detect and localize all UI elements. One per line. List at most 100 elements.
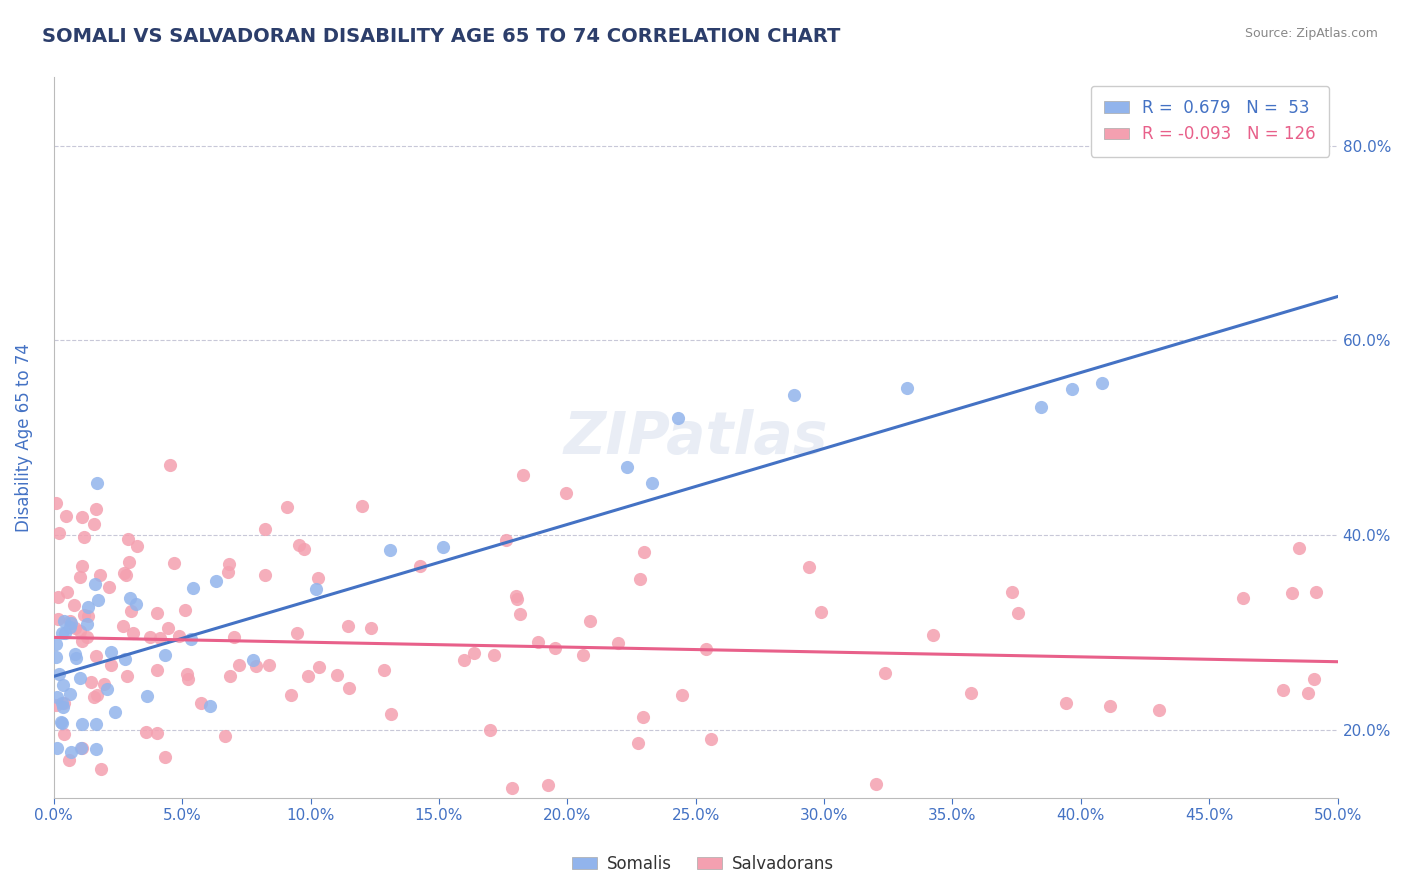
- Point: [526, 635, 548, 649]
- Point: [224, 630, 246, 644]
- Point: [607, 636, 630, 650]
- Point: [1001, 584, 1024, 599]
- Point: [506, 591, 529, 606]
- Point: [52, 678, 75, 692]
- Point: [56, 584, 79, 599]
- Point: [45, 650, 67, 665]
- Point: [70, 716, 93, 731]
- Point: [83, 517, 105, 532]
- Point: [873, 665, 896, 680]
- Point: [799, 559, 821, 574]
- Point: [616, 460, 638, 475]
- Point: [59, 745, 82, 759]
- Point: [59, 620, 82, 634]
- Point: [326, 668, 349, 682]
- Point: [125, 540, 148, 554]
- Point: [1091, 376, 1114, 390]
- Text: ZIPatlas: ZIPatlas: [564, 409, 828, 467]
- Point: [84, 717, 107, 731]
- Point: [77, 608, 100, 623]
- Point: [86, 688, 108, 702]
- Point: [69, 671, 91, 685]
- Point: [288, 538, 311, 552]
- Point: [146, 726, 169, 740]
- Point: [51, 625, 73, 640]
- Point: [478, 723, 501, 737]
- Point: [121, 626, 143, 640]
- Point: [114, 568, 136, 582]
- Point: [69, 624, 91, 639]
- Point: [959, 686, 981, 700]
- Point: [114, 652, 136, 666]
- Point: [350, 500, 373, 514]
- Point: [307, 571, 329, 585]
- Point: [219, 669, 242, 683]
- Point: [190, 696, 212, 710]
- Point: [53, 625, 76, 640]
- Point: [49, 715, 72, 730]
- Point: [70, 558, 93, 573]
- Point: [360, 621, 382, 635]
- Point: [276, 500, 298, 515]
- Point: [554, 486, 576, 500]
- Point: [214, 729, 236, 743]
- Point: [198, 699, 221, 714]
- Point: [77, 600, 100, 615]
- Point: [153, 750, 176, 764]
- Point: [181, 581, 204, 595]
- Point: [98, 580, 121, 594]
- Point: [509, 607, 531, 621]
- Point: [1031, 400, 1053, 414]
- Point: [69, 741, 91, 756]
- Point: [46, 612, 69, 626]
- Point: [700, 731, 723, 746]
- Point: [253, 568, 276, 582]
- Point: [51, 696, 73, 710]
- Point: [633, 545, 655, 559]
- Point: [671, 688, 693, 702]
- Point: [45, 740, 67, 755]
- Point: [111, 619, 134, 633]
- Point: [631, 709, 654, 723]
- Point: [167, 629, 190, 643]
- Point: [89, 567, 111, 582]
- Y-axis label: Disability Age 65 to 74: Disability Age 65 to 74: [15, 343, 32, 533]
- Text: SOMALI VS SALVADORAN DISABILITY AGE 65 TO 74 CORRELATION CHART: SOMALI VS SALVADORAN DISABILITY AGE 65 T…: [42, 27, 841, 45]
- Point: [1303, 672, 1326, 686]
- Point: [100, 658, 122, 673]
- Point: [104, 706, 127, 720]
- Point: [254, 522, 277, 536]
- Point: [336, 619, 359, 633]
- Point: [242, 653, 264, 667]
- Point: [666, 411, 689, 425]
- Point: [72, 510, 94, 524]
- Point: [571, 648, 593, 662]
- Point: [63, 647, 86, 661]
- Point: [45, 496, 67, 510]
- Point: [52, 696, 75, 710]
- Point: [84, 502, 107, 516]
- Point: [180, 632, 202, 646]
- Point: [287, 625, 309, 640]
- Point: [86, 475, 108, 490]
- Point: [163, 556, 186, 570]
- Point: [73, 607, 96, 622]
- Point: [695, 641, 717, 656]
- Point: [640, 475, 662, 490]
- Point: [69, 570, 91, 584]
- Point: [1272, 683, 1295, 698]
- Point: [84, 577, 107, 591]
- Point: [72, 740, 94, 755]
- Point: [280, 688, 302, 702]
- Point: [228, 658, 250, 673]
- Point: [96, 682, 118, 697]
- Point: [1060, 382, 1083, 396]
- Point: [1007, 606, 1029, 620]
- Point: [72, 530, 94, 544]
- Point: [259, 657, 281, 672]
- Point: [217, 565, 239, 579]
- Point: [1305, 585, 1327, 599]
- Point: [84, 741, 107, 756]
- Point: [159, 458, 181, 472]
- Point: [53, 614, 76, 628]
